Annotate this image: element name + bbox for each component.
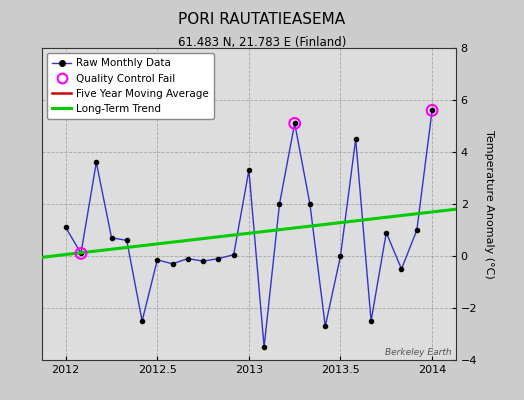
Text: Berkeley Earth: Berkeley Earth bbox=[385, 348, 452, 357]
Text: 61.483 N, 21.783 E (Finland): 61.483 N, 21.783 E (Finland) bbox=[178, 36, 346, 49]
Point bbox=[428, 107, 436, 114]
Y-axis label: Temperature Anomaly (°C): Temperature Anomaly (°C) bbox=[484, 130, 494, 278]
Point bbox=[77, 250, 85, 257]
Legend: Raw Monthly Data, Quality Control Fail, Five Year Moving Average, Long-Term Tren: Raw Monthly Data, Quality Control Fail, … bbox=[47, 53, 214, 119]
Text: PORI RAUTATIEASEMA: PORI RAUTATIEASEMA bbox=[179, 12, 345, 27]
Point bbox=[290, 120, 299, 126]
